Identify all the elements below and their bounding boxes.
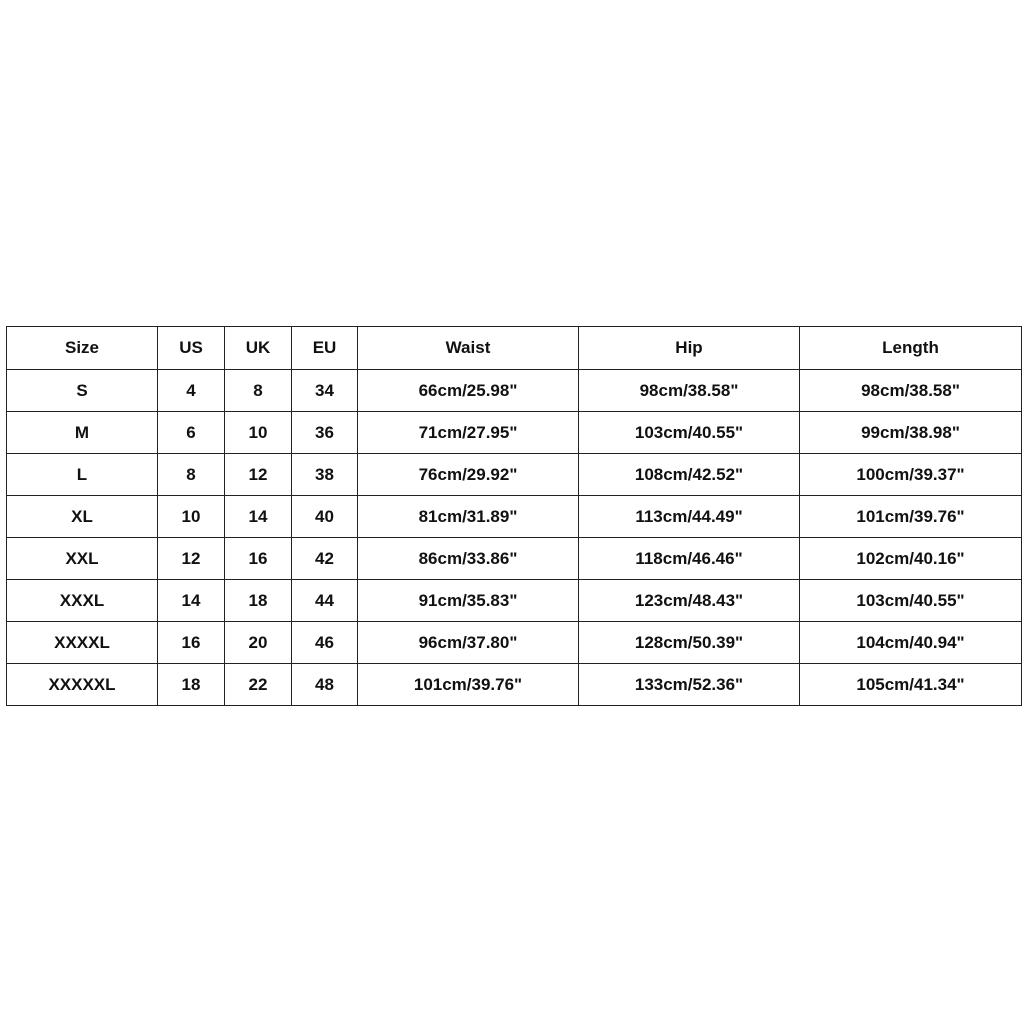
table-row: XL 10 14 40 81cm/31.89" 113cm/44.49" 101cm/39.… <box>6 495 1022 538</box>
column-header-size: Size <box>6 326 158 370</box>
cell-size: XXL <box>6 537 158 580</box>
cell-hip: 113cm/44.49" <box>578 495 800 538</box>
cell-uk: 22 <box>224 663 292 706</box>
cell-uk: 16 <box>224 537 292 580</box>
table-row: XXXXXL 18 22 48 101cm/39.76" 133cm/52.36" 105c… <box>6 663 1022 706</box>
cell-us: 6 <box>157 411 225 454</box>
cell-eu: 48 <box>291 663 358 706</box>
cell-hip: 98cm/38.58" <box>578 369 800 412</box>
cell-waist: 81cm/31.89" <box>357 495 579 538</box>
cell-eu: 42 <box>291 537 358 580</box>
cell-us: 4 <box>157 369 225 412</box>
column-header-uk: UK <box>224 326 292 370</box>
cell-hip: 123cm/48.43" <box>578 579 800 622</box>
table-row: S 4 8 34 66cm/25.98" 98cm/38.58" 98cm/38.58" <box>6 369 1022 412</box>
cell-uk: 14 <box>224 495 292 538</box>
cell-eu: 36 <box>291 411 358 454</box>
table-row: XXXXL 16 20 46 96cm/37.80" 128cm/50.39" 104cm/… <box>6 621 1022 664</box>
cell-size: XL <box>6 495 158 538</box>
cell-length: 98cm/38.58" <box>799 369 1022 412</box>
column-header-eu: EU <box>291 326 358 370</box>
column-header-length: Length <box>799 326 1022 370</box>
header-row: Size US UK EU Waist Hip Length <box>6 326 1022 370</box>
table-row: XXL 12 16 42 86cm/33.86" 118cm/46.46" 102cm/40… <box>6 537 1022 580</box>
cell-hip: 118cm/46.46" <box>578 537 800 580</box>
table-row: M 6 10 36 71cm/27.95" 103cm/40.55" 99cm/38.98" <box>6 411 1022 454</box>
cell-waist: 71cm/27.95" <box>357 411 579 454</box>
column-header-waist: Waist <box>357 326 579 370</box>
cell-length: 101cm/39.76" <box>799 495 1022 538</box>
cell-us: 14 <box>157 579 225 622</box>
cell-eu: 46 <box>291 621 358 664</box>
column-header-hip: Hip <box>578 326 800 370</box>
table-row: L 8 12 38 76cm/29.92" 108cm/42.52" 100cm/39.37… <box>6 453 1022 496</box>
cell-length: 103cm/40.55" <box>799 579 1022 622</box>
cell-us: 8 <box>157 453 225 496</box>
cell-us: 12 <box>157 537 225 580</box>
cell-uk: 8 <box>224 369 292 412</box>
cell-eu: 40 <box>291 495 358 538</box>
cell-hip: 103cm/40.55" <box>578 411 800 454</box>
cell-uk: 10 <box>224 411 292 454</box>
cell-length: 99cm/38.98" <box>799 411 1022 454</box>
cell-us: 10 <box>157 495 225 538</box>
cell-waist: 66cm/25.98" <box>357 369 579 412</box>
cell-waist: 101cm/39.76" <box>357 663 579 706</box>
cell-size: XXXL <box>6 579 158 622</box>
cell-hip: 128cm/50.39" <box>578 621 800 664</box>
cell-eu: 44 <box>291 579 358 622</box>
cell-eu: 38 <box>291 453 358 496</box>
cell-uk: 20 <box>224 621 292 664</box>
cell-size: XXXXL <box>6 621 158 664</box>
cell-waist: 76cm/29.92" <box>357 453 579 496</box>
cell-uk: 18 <box>224 579 292 622</box>
cell-length: 104cm/40.94" <box>799 621 1022 664</box>
cell-length: 105cm/41.34" <box>799 663 1022 706</box>
cell-size: M <box>6 411 158 454</box>
cell-waist: 86cm/33.86" <box>357 537 579 580</box>
cell-size: S <box>6 369 158 412</box>
cell-hip: 108cm/42.52" <box>578 453 800 496</box>
cell-us: 18 <box>157 663 225 706</box>
cell-uk: 12 <box>224 453 292 496</box>
column-header-us: US <box>157 326 225 370</box>
cell-size: L <box>6 453 158 496</box>
cell-length: 100cm/39.37" <box>799 453 1022 496</box>
size-chart-table: Size US UK EU Waist Hip Length S 4 8 34 66cm/25.98… <box>6 326 1022 706</box>
cell-hip: 133cm/52.36" <box>578 663 800 706</box>
cell-eu: 34 <box>291 369 358 412</box>
table-row: XXXL 14 18 44 91cm/35.83" 123cm/48.43" 103cm/4… <box>6 579 1022 622</box>
cell-length: 102cm/40.16" <box>799 537 1022 580</box>
cell-us: 16 <box>157 621 225 664</box>
cell-waist: 96cm/37.80" <box>357 621 579 664</box>
cell-waist: 91cm/35.83" <box>357 579 579 622</box>
cell-size: XXXXXL <box>6 663 158 706</box>
